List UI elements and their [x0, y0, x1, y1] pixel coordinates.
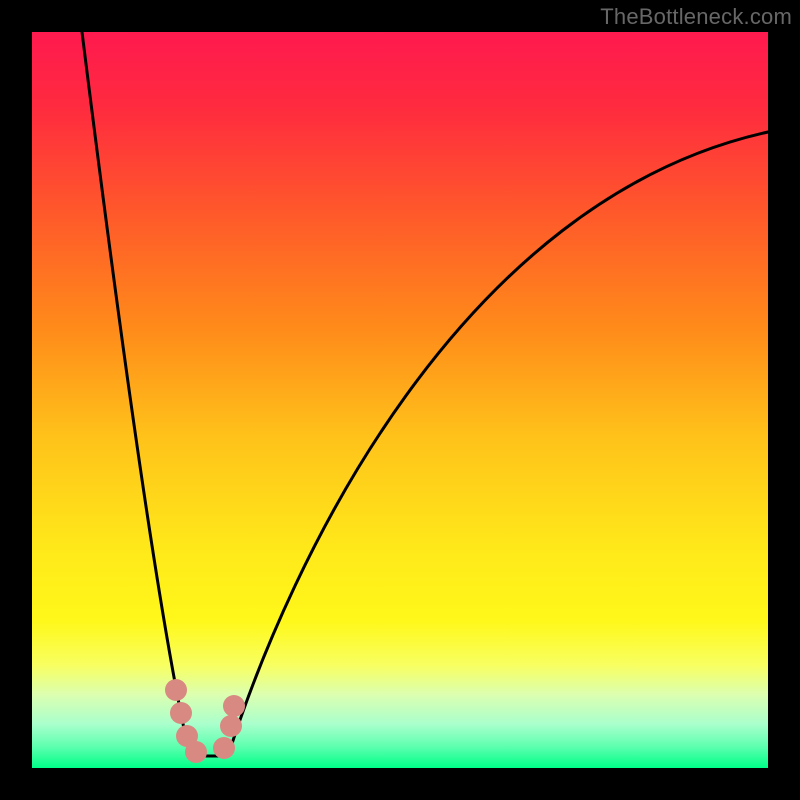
chart-container: TheBottleneck.com — [0, 0, 800, 800]
data-marker — [185, 741, 207, 763]
chart-svg — [0, 0, 800, 800]
data-marker — [220, 715, 242, 737]
data-marker — [165, 679, 187, 701]
data-marker — [223, 695, 245, 717]
watermark-text: TheBottleneck.com — [600, 4, 792, 30]
plot-area — [32, 32, 768, 768]
data-marker — [213, 737, 235, 759]
data-marker — [170, 702, 192, 724]
